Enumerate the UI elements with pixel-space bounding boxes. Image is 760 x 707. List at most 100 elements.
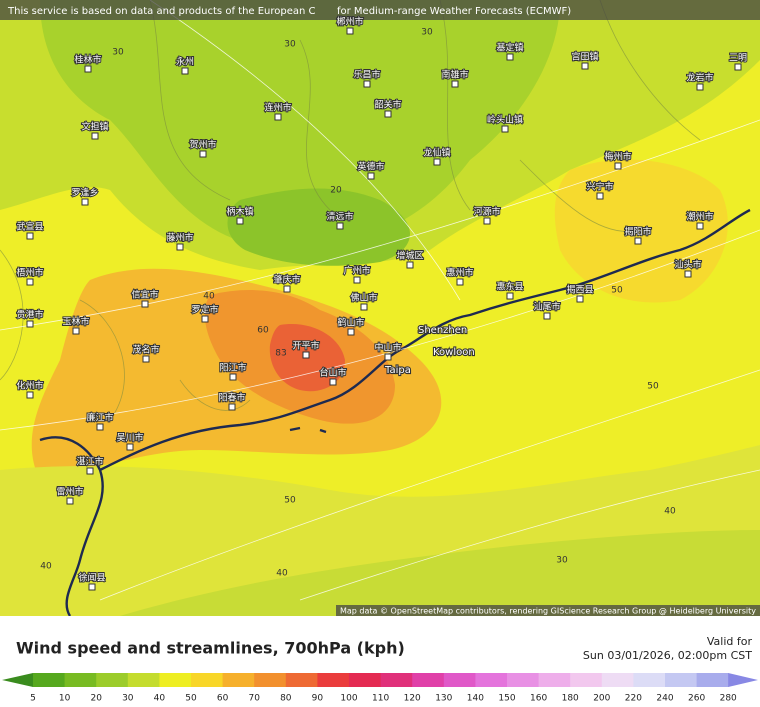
city-marker (72, 327, 80, 335)
city-label: 肇庆市 (273, 274, 300, 286)
city-marker (684, 270, 692, 278)
city-label: 开平市 (292, 340, 319, 352)
city-label: 河源市 (473, 206, 500, 218)
city-label: 吴川市 (116, 432, 143, 444)
city-label: 连州市 (264, 102, 291, 114)
contour-label: 30 (421, 28, 433, 38)
colorbar-tick: 280 (720, 694, 737, 704)
colorbar-segment (285, 673, 318, 687)
city-label: 揭西县 (566, 284, 593, 296)
city-marker (384, 110, 392, 118)
colorbar-segment (475, 673, 508, 687)
city-marker (302, 351, 310, 359)
city-marker (91, 132, 99, 140)
city-marker (451, 80, 459, 88)
city-marker (483, 217, 491, 225)
contour-label: 40 (203, 292, 215, 302)
colorbar-tick: 5 (30, 694, 36, 704)
coastline (39, 208, 751, 617)
colorbar-segment (222, 673, 255, 687)
place-label: Shenzhen (418, 325, 467, 336)
colorbar-tick: 10 (59, 694, 71, 704)
city-label: 鹤山市 (337, 317, 364, 329)
city-label: 岭头山镇 (487, 114, 523, 126)
contour-label: 40 (664, 507, 676, 517)
city-marker (506, 292, 514, 300)
field-green (40, 0, 560, 251)
colorbar-tick: 110 (372, 694, 389, 704)
colorbar-tick: 40 (154, 694, 166, 704)
contour-label: 30 (556, 556, 568, 566)
colorbar-tick: 90 (312, 694, 324, 704)
city-marker (329, 378, 337, 386)
city-label: 惠州市 (446, 267, 473, 279)
colorbar-segment (317, 673, 350, 687)
city-marker (142, 355, 150, 363)
city-label: 乐昌市 (353, 69, 380, 81)
city-marker (88, 583, 96, 591)
contour-label: 60 (257, 326, 269, 336)
city-marker (696, 83, 704, 91)
city-marker (696, 222, 704, 230)
city-marker (199, 150, 207, 158)
contour-label: 50 (647, 382, 659, 392)
city-marker (596, 192, 604, 200)
contour-label: 30 (112, 48, 124, 58)
city-label: 雷州市 (56, 486, 83, 498)
city-label: 贺州市 (189, 139, 216, 151)
city-marker (229, 373, 237, 381)
city-label: 玉林市 (62, 316, 89, 328)
colorbar-segment (33, 673, 66, 687)
colorbar-segment (665, 673, 698, 687)
city-label: 广州市 (343, 265, 370, 277)
contour-label: 83 (275, 349, 286, 359)
city-marker (26, 320, 34, 328)
city-label: 廉江市 (86, 412, 113, 424)
colorbar-segment (64, 673, 97, 687)
city-label: 惠东县 (496, 281, 523, 293)
city-marker (181, 67, 189, 75)
city-label: 南雄市 (441, 69, 468, 81)
colorbar-tick: 140 (467, 694, 484, 704)
city-label: 徐闻县 (78, 572, 105, 584)
city-marker (634, 237, 642, 245)
city-label: 柄木镇 (226, 206, 253, 218)
contour-label: 40 (40, 562, 52, 572)
city-label: 罗定市 (191, 304, 218, 316)
city-marker (81, 198, 89, 206)
city-marker (734, 63, 742, 71)
map-credit: Map data © OpenStreetMap contributors, r… (340, 607, 756, 616)
city-label: 汕头市 (674, 259, 701, 271)
city-marker (66, 497, 74, 505)
city-label: 阳春市 (218, 392, 245, 404)
city-label: 英德市 (357, 161, 384, 173)
contour-label: 30 (284, 40, 296, 50)
city-label: 龙仙镇 (423, 147, 450, 159)
city-label: 文担镇 (81, 121, 108, 133)
city-marker (506, 53, 514, 61)
contour-label: 50 (284, 496, 296, 506)
city-marker (406, 261, 414, 269)
attribution: This service is based on data and produc… (7, 6, 316, 17)
city-label: 梧州市 (16, 267, 43, 279)
city-marker (126, 443, 134, 451)
city-label: 揭阳市 (624, 226, 651, 238)
city-marker (576, 295, 584, 303)
city-label: 信宜市 (131, 289, 158, 301)
colorbar-tick: 160 (530, 694, 547, 704)
colorbar-segment (159, 673, 192, 687)
attribution-end: for Medium-range Weather Forecasts (ECMW… (337, 6, 571, 17)
colorbar-tick: 70 (248, 694, 260, 704)
city-label: 阳江市 (219, 362, 246, 374)
colorbar-segment (96, 673, 129, 687)
city-marker (26, 391, 34, 399)
city-marker (236, 217, 244, 225)
city-label: 梅州市 (604, 151, 631, 163)
colorbar-segment (412, 673, 445, 687)
colorbar-segment (570, 673, 603, 687)
colorbar-segment (349, 673, 382, 687)
field-bottom-green (120, 530, 760, 616)
city-marker (201, 315, 209, 323)
